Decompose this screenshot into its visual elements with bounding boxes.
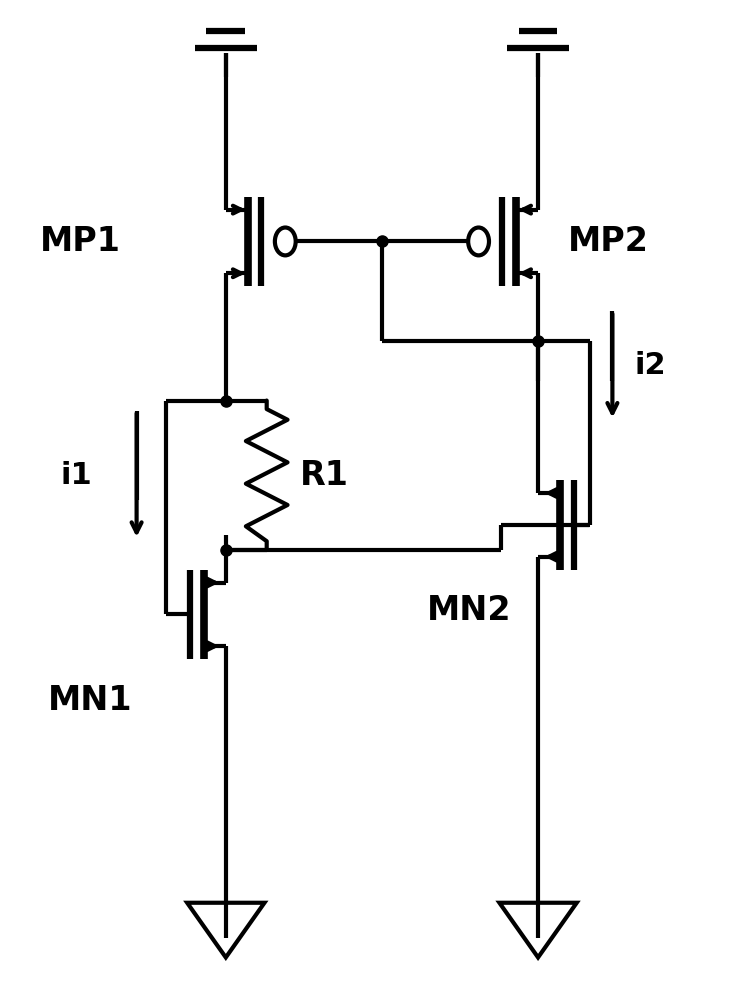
Text: MN1: MN1 bbox=[47, 684, 132, 717]
Text: MN2: MN2 bbox=[426, 594, 511, 627]
Text: MP1: MP1 bbox=[40, 225, 121, 258]
Text: i1: i1 bbox=[60, 461, 92, 490]
Polygon shape bbox=[187, 903, 264, 957]
Text: R1: R1 bbox=[300, 459, 349, 492]
Text: MP2: MP2 bbox=[568, 225, 649, 258]
Polygon shape bbox=[500, 903, 577, 957]
Text: i2: i2 bbox=[634, 351, 667, 380]
